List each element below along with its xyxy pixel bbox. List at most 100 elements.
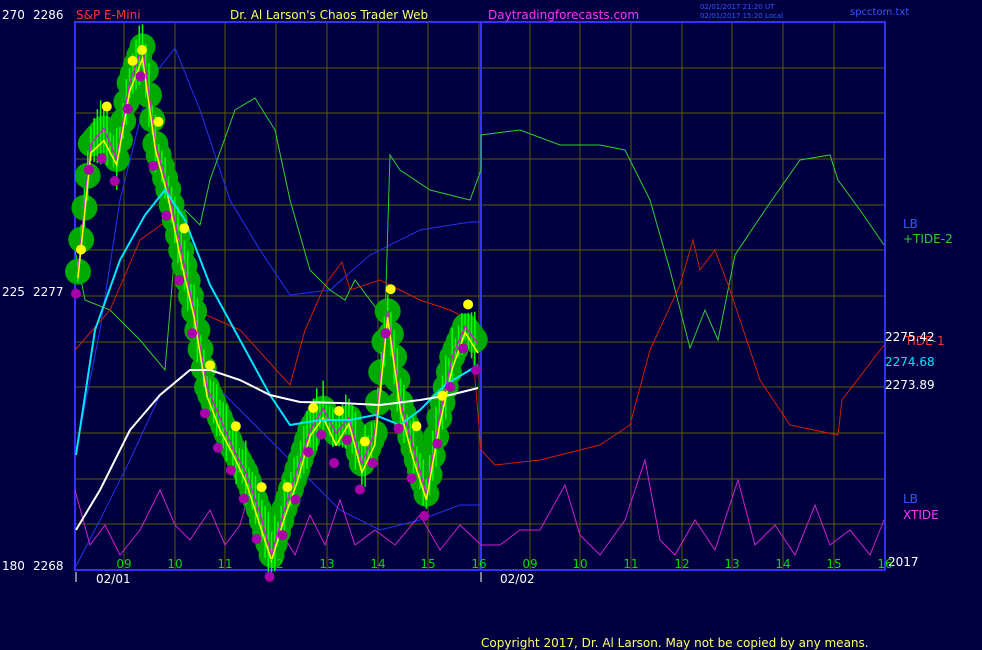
xtide-curve	[74, 458, 885, 557]
author-title: Dr. Al Larson's Chaos Trader Web	[230, 8, 428, 22]
high-dot	[76, 244, 86, 255]
low-dot	[187, 328, 198, 339]
high-dot	[137, 45, 147, 55]
low-dot	[341, 434, 352, 445]
low-dot	[316, 429, 327, 440]
hour-tick-label: 15	[826, 557, 841, 571]
low-dot	[329, 458, 340, 468]
high-dot	[179, 223, 190, 234]
legend-tide1: TIDE-1	[904, 334, 945, 348]
copyright-notice: Copyright 2017, Dr. Al Larson. May not b…	[481, 636, 869, 650]
low-dot	[458, 343, 469, 354]
low-dot	[148, 160, 159, 171]
low-dot	[432, 438, 443, 449]
timestamp-local: 02/01/2017 15:20 Local	[700, 12, 783, 20]
high-dot	[359, 436, 370, 447]
high-dot	[282, 482, 293, 493]
low-dot	[264, 571, 275, 582]
low-dot	[122, 103, 133, 114]
hour-tick-label: 09	[522, 557, 537, 571]
low-dot	[135, 71, 146, 82]
high-dot	[256, 482, 267, 493]
low-dot	[96, 153, 107, 164]
slow-ma-line	[75, 188, 479, 456]
low-dot	[471, 365, 481, 376]
price-line	[77, 46, 479, 558]
high-dot	[437, 390, 448, 401]
low-dot	[354, 484, 365, 495]
low-dot	[367, 458, 378, 468]
hour-tick-label: 16	[471, 557, 486, 571]
price-readout-2: 2274.68	[885, 355, 935, 369]
hour-tick-label: 09	[116, 557, 131, 571]
left-axis-mid-a: 225	[2, 285, 25, 299]
year-label: 2017	[888, 555, 919, 569]
symbol-title: S&P E-Mini	[76, 8, 141, 22]
price-readout-1: 2275.42	[885, 330, 935, 344]
low-dot	[109, 176, 120, 186]
lb-upper-line	[74, 47, 481, 456]
hour-tick-label: 14	[775, 557, 790, 571]
tide1-line	[74, 214, 885, 466]
legend-lb-lower: LB	[903, 492, 918, 506]
hour-tick-label: 15	[420, 557, 435, 571]
x-axis-labels: 09 10 11 12 13 14 15 16 09 10 11 12 13 14 15 16	[116, 557, 892, 571]
high-dot	[230, 421, 241, 432]
low-dot	[277, 530, 288, 541]
hour-tick-label: 14	[370, 557, 385, 571]
low-dot	[290, 494, 301, 505]
high-dot	[153, 116, 164, 127]
hour-tick-label: 13	[724, 557, 739, 571]
low-dot	[174, 275, 185, 286]
low-dot	[303, 446, 314, 457]
lb-lower-line	[74, 369, 481, 569]
low-dot	[161, 210, 172, 221]
low-dot	[71, 288, 81, 299]
long-ma-line	[75, 369, 479, 531]
xtide-line	[74, 458, 885, 557]
hour-tick-label: 11	[217, 557, 232, 571]
price-readout-3: 2273.89	[885, 378, 935, 392]
website-link[interactable]: Daytradingforecasts.com	[488, 8, 639, 22]
low-dot	[83, 164, 94, 175]
low-dot	[393, 423, 404, 434]
low-dot	[419, 510, 430, 521]
hour-tick-label: 13	[319, 557, 334, 571]
legend-lb-upper: LB	[903, 217, 918, 231]
low-dot	[445, 381, 456, 392]
left-axis-bottom-a: 180	[2, 559, 25, 573]
low-dot	[406, 473, 417, 484]
low-dot	[212, 442, 223, 453]
high-dot	[308, 402, 319, 413]
legend-tide2: +TIDE-2	[903, 232, 953, 246]
lb-curves	[74, 47, 481, 569]
timestamp-ut: 02/01/2017 21:20 UT	[700, 3, 775, 11]
hour-tick-label: 10	[167, 557, 182, 571]
high-dot	[385, 284, 396, 295]
low-dot	[380, 328, 391, 339]
tide1-curve	[74, 214, 885, 466]
high-dot	[463, 299, 474, 310]
hour-tick-label: 16	[877, 557, 892, 571]
hour-tick-label: 11	[623, 557, 638, 571]
date-label-day2: 02/02	[500, 572, 535, 586]
hour-tick-label: 12	[674, 557, 689, 571]
high-dot	[127, 55, 138, 66]
low-dot	[251, 534, 262, 545]
left-axis-top-b: 2286	[33, 8, 64, 22]
high-dot	[205, 360, 216, 371]
legend-xtide: XTIDE	[903, 508, 939, 522]
high-dot	[411, 421, 422, 432]
date-label-day1: 02/01	[96, 572, 131, 586]
low-dot	[200, 408, 211, 419]
high-dot	[101, 101, 112, 112]
left-axis-bottom-b: 2268	[33, 559, 64, 573]
tide2-curve	[74, 97, 885, 372]
hour-tick-label: 12	[268, 557, 283, 571]
low-dot	[225, 465, 236, 476]
high-dot	[334, 406, 345, 416]
high-low-dots	[71, 45, 481, 582]
left-axis-mid-b: 2277	[33, 285, 64, 299]
